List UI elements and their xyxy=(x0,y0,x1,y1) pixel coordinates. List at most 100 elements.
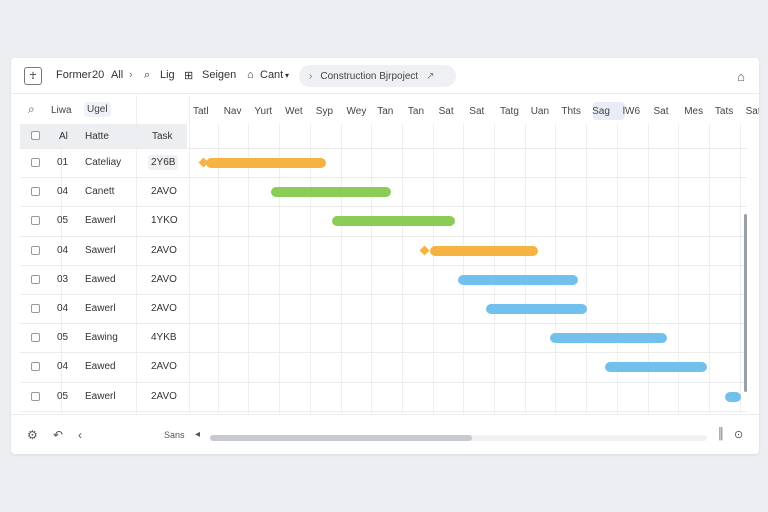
row-divider xyxy=(20,294,747,295)
task-name[interactable]: Eawerl xyxy=(85,215,116,227)
row-checkbox[interactable] xyxy=(31,333,40,343)
home-icon[interactable]: ⌂ xyxy=(737,68,745,84)
day-header[interactable]: Tatg xyxy=(500,106,519,117)
filter-chip[interactable]: Ugel xyxy=(84,102,111,117)
gantt-bar[interactable] xyxy=(485,304,588,314)
task-name[interactable]: Canett xyxy=(85,186,115,198)
task-name[interactable]: Cateliay xyxy=(85,157,122,168)
scroll-left-icon[interactable]: ◂ xyxy=(195,429,201,440)
settings-icon[interactable]: ⚙ xyxy=(27,428,38,442)
share-icon[interactable]: ↗ xyxy=(426,70,435,82)
horizontal-scrollbar[interactable] xyxy=(210,435,707,441)
row-checkbox[interactable] xyxy=(31,304,40,313)
filter-label[interactable]: Liwa xyxy=(51,105,72,116)
row-checkbox[interactable] xyxy=(31,187,40,197)
day-header[interactable]: Yurt xyxy=(254,106,273,117)
row-checkbox[interactable] xyxy=(31,216,40,226)
footer-label: Sans xyxy=(164,430,185,440)
grid-icon[interactable]: ⊞ xyxy=(184,70,194,82)
grid-column-line xyxy=(463,124,465,414)
menu-cant[interactable]: Cant xyxy=(260,69,284,81)
day-header[interactable]: Tan xyxy=(377,106,394,117)
app-logo-icon[interactable]: ☥ xyxy=(24,67,42,85)
user-icon[interactable]: ⌂ xyxy=(247,69,254,81)
day-header[interactable]: Uan xyxy=(530,106,550,117)
day-header[interactable]: Mes xyxy=(684,106,704,117)
day-header[interactable]: Sag xyxy=(592,106,610,117)
menu-all[interactable]: All xyxy=(111,69,124,81)
gantt-bar[interactable] xyxy=(332,216,456,227)
row-number: 04 xyxy=(57,186,69,198)
gantt-bar[interactable] xyxy=(206,158,327,168)
day-header[interactable]: Tatl xyxy=(193,106,209,117)
task-name[interactable]: Eawerl xyxy=(85,390,116,402)
column-header-name[interactable]: Hatte xyxy=(85,131,109,142)
search-icon[interactable]: ⌕ xyxy=(144,69,151,81)
column-header-num[interactable]: Al xyxy=(59,131,68,142)
task-name[interactable]: Sawerl xyxy=(85,244,116,256)
project-breadcrumb[interactable]: › Construction Bjrpoject ↗ xyxy=(299,65,456,87)
gantt-bar[interactable] xyxy=(550,333,667,344)
day-header[interactable]: Wet xyxy=(285,106,303,117)
day-header[interactable]: Sat xyxy=(469,106,485,117)
day-header[interactable]: Sat xyxy=(745,106,759,117)
row-number: 04 xyxy=(57,244,69,256)
day-header[interactable]: Thts xyxy=(561,106,581,117)
gantt-bar[interactable] xyxy=(458,274,578,285)
chevron-down-icon[interactable]: ▾ xyxy=(285,71,290,80)
day-header[interactable]: lW6 xyxy=(622,106,641,117)
chevron-left-icon[interactable]: ‹ xyxy=(78,428,82,442)
row-checkbox[interactable] xyxy=(31,274,40,284)
grid-column-line xyxy=(708,124,710,414)
select-all-checkbox[interactable] xyxy=(31,131,40,140)
search-icon[interactable]: ⌕ xyxy=(28,102,35,116)
row-number: 03 xyxy=(57,273,69,285)
task-name[interactable]: Eawed xyxy=(85,361,116,373)
grid-column-line xyxy=(616,124,618,414)
day-header[interactable]: Sat xyxy=(438,106,454,117)
row-checkbox[interactable] xyxy=(31,391,40,401)
menu-seigen[interactable]: Seigen xyxy=(202,69,237,81)
day-header[interactable]: Tan xyxy=(407,106,425,117)
column-divider xyxy=(136,95,137,415)
row-number: 04 xyxy=(57,361,69,373)
menu-former[interactable]: Former xyxy=(56,69,92,81)
gantt-bar[interactable] xyxy=(605,362,707,373)
row-checkbox[interactable] xyxy=(31,158,40,167)
gantt-bar[interactable] xyxy=(270,187,391,198)
grid-column-line xyxy=(432,124,434,414)
menu-20[interactable]: 20 xyxy=(92,69,105,81)
vertical-scrollbar[interactable] xyxy=(744,214,747,392)
grid-column-line xyxy=(371,124,373,414)
task-name[interactable]: Eawing xyxy=(85,332,118,344)
menu-lig[interactable]: Lig xyxy=(160,69,175,81)
column-header-row xyxy=(20,124,187,148)
fit-icon[interactable]: ║ xyxy=(717,428,725,440)
gantt-bar[interactable] xyxy=(430,245,538,256)
day-header[interactable]: Nav xyxy=(223,106,242,117)
day-header[interactable]: Syp xyxy=(315,106,334,117)
task-duration: 2Y6B xyxy=(148,155,179,170)
chevron-right-icon: › xyxy=(309,70,313,82)
row-checkbox[interactable] xyxy=(31,362,40,372)
column-header-task[interactable]: Task xyxy=(152,131,173,142)
day-header[interactable]: Sat xyxy=(653,106,669,117)
gantt-bar[interactable] xyxy=(725,391,741,402)
column-divider xyxy=(61,124,62,414)
row-checkbox[interactable] xyxy=(31,245,40,255)
horizontal-scrollbar-thumb[interactable] xyxy=(210,435,472,441)
grid-column-line xyxy=(401,124,403,414)
breadcrumb-project[interactable]: Construction Bjrpoject xyxy=(320,70,419,82)
task-name[interactable]: Eawerl xyxy=(85,303,116,314)
undo-icon[interactable]: ↶ xyxy=(53,428,64,442)
zoom-icon[interactable]: ⊙ xyxy=(734,429,744,441)
day-header[interactable]: Wey xyxy=(346,106,367,117)
grid-column-line xyxy=(248,124,250,414)
footer: ⚙ ↶ ‹ Sans ◂ ║ ⊙ xyxy=(11,414,759,454)
milestone-marker[interactable] xyxy=(419,245,430,256)
task-duration: 2AVO xyxy=(151,244,177,256)
grid-column-line xyxy=(739,124,741,414)
row-divider xyxy=(20,177,747,179)
day-header[interactable]: Tats xyxy=(714,106,734,117)
task-name[interactable]: Eawed xyxy=(85,273,116,285)
